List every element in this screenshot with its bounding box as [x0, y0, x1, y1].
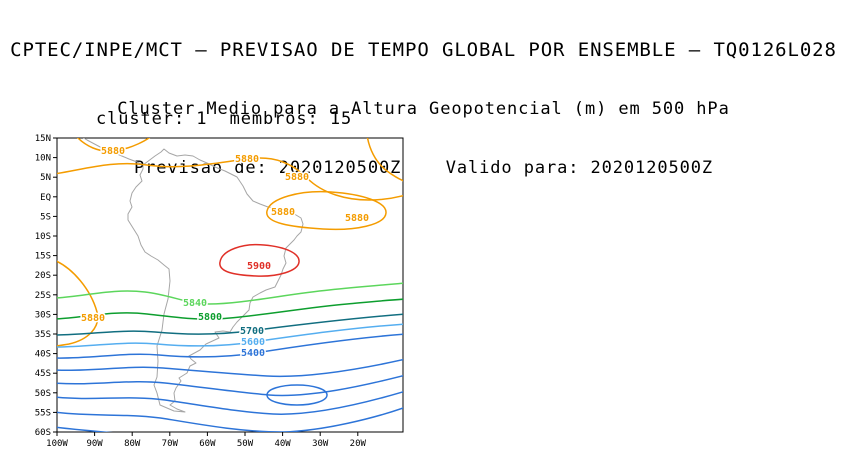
lat-tick-label: 15S — [35, 252, 51, 262]
lat-tick-label: 10N — [35, 154, 51, 164]
contour-line — [266, 190, 387, 231]
lat-tick-label: 30S — [35, 310, 51, 320]
contour-label: 5700 — [240, 326, 264, 337]
contour-line — [57, 298, 403, 320]
contour-label: 5880 — [101, 146, 125, 157]
contour-label: 5840 — [183, 298, 207, 309]
lon-tick-label: 80W — [124, 439, 141, 448]
lat-tick-label: 10S — [35, 232, 51, 242]
header: CPTEC/INPE/MCT — PREVISAO DE TEMPO GLOBA… — [0, 1, 847, 217]
contour-label: 5880 — [285, 172, 309, 183]
lon-tick-label: 60W — [199, 439, 216, 448]
lat-tick-label: 55S — [35, 408, 51, 418]
contour-line — [366, 138, 403, 182]
lat-tick-label: 45S — [35, 369, 51, 379]
contour-label: 5880 — [81, 313, 105, 324]
lat-tick-label: 20S — [35, 271, 51, 281]
lon-tick-label: 20W — [350, 439, 367, 448]
cluster-subtitle: cluster: 1 membros: 15 — [96, 109, 353, 129]
contour-labels: 5880 5880 5880 5880 5880 5880 5900 5840 5800 5700… — [79, 145, 370, 361]
contour-line — [57, 323, 403, 348]
contour-line — [57, 374, 403, 397]
lat-tick-label: 5N — [40, 173, 51, 183]
contour-line — [57, 157, 403, 201]
lon-tick-label: 30W — [312, 439, 329, 448]
lon-tick-label: 70W — [162, 439, 179, 448]
contour-line — [57, 333, 403, 359]
lat-tick-label: 25S — [35, 291, 51, 301]
contour-line — [57, 282, 403, 305]
contour-map: 5880 5880 5880 5880 5880 5880 5900 5840 5800 5700… — [14, 131, 414, 449]
contour-line — [266, 384, 328, 406]
lon-tick-label: 90W — [86, 439, 103, 448]
map-frame — [56, 137, 404, 433]
coastline — [82, 138, 304, 413]
contour-label: 5880 — [345, 213, 369, 224]
map-layers — [57, 138, 403, 432]
contour-label: 5900 — [247, 261, 271, 272]
lat-tick-label: 15N — [35, 134, 51, 144]
contour-line — [219, 243, 300, 277]
title-line-2: Cluster Medio para a Altura Geopotencial… — [117, 99, 730, 119]
contour-line — [57, 313, 403, 336]
contour-label: 5880 — [271, 207, 295, 218]
contour-line — [57, 426, 113, 432]
title-line-1: CPTEC/INPE/MCT — PREVISAO DE TEMPO GLOBA… — [10, 39, 837, 61]
contour-line — [57, 391, 403, 415]
contour-line — [76, 138, 151, 153]
lon-tick-label: 40W — [274, 439, 291, 448]
lat-tick-label: 35S — [35, 330, 51, 340]
contour-label: 5600 — [241, 337, 265, 348]
lon-tick-label: 50W — [237, 439, 254, 448]
lon-tick-label: 100W — [46, 439, 68, 448]
lat-tick-label: 40S — [35, 350, 51, 360]
contour-line — [57, 260, 99, 347]
contour-line — [57, 358, 403, 378]
contour-label: 5400 — [241, 348, 265, 359]
lat-tick-label: EQ — [40, 193, 51, 203]
map-canvas: 5880 5880 5880 5880 5880 5880 5900 5840 5800 5700… — [35, 134, 404, 449]
lat-tick-label: 5S — [40, 212, 51, 222]
contour-line — [57, 407, 403, 432]
contour-label: 5800 — [198, 312, 222, 323]
lat-tick-label: 50S — [35, 389, 51, 399]
title-line-3: Previsao de: 2020120500Z Valido para: 20… — [133, 158, 713, 178]
lat-tick-label: 60S — [35, 428, 51, 438]
contour-label: 5880 — [235, 154, 259, 165]
